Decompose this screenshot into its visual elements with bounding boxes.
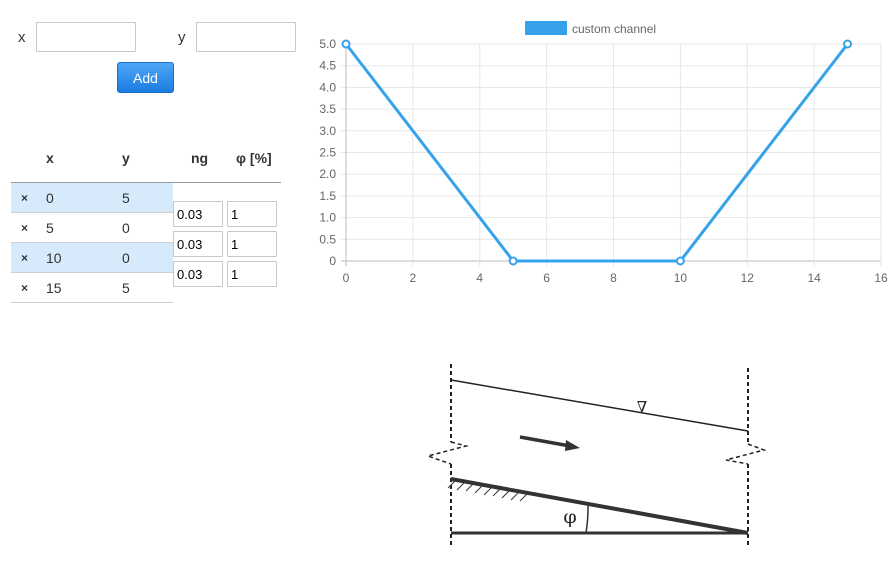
x-tick-label: 8 [610,271,617,285]
y-tick-label: 2.0 [319,167,336,181]
cell-y: 5 [122,190,130,206]
channel-bed-line [450,477,749,535]
x-tick-label: 4 [476,271,483,285]
y-label: y [178,29,186,46]
ng-input[interactable] [173,261,223,287]
flow-arrow-icon [565,440,580,451]
water-surface-line [450,379,749,432]
delete-row-icon[interactable]: × [21,281,29,295]
data-point[interactable] [843,39,853,49]
y-tick-label: 3.5 [319,102,336,116]
table-row[interactable]: × 10 0 [11,243,173,273]
cell-x: 15 [46,280,62,296]
table-row[interactable]: × 0 5 [11,183,173,213]
y-tick-label: 4.5 [319,59,336,73]
flow-arrow-line [519,435,571,448]
channel-profile-chart: 0 0.5 1.0 1.5 2.0 2.5 3.0 3.5 4.0 4.5 5.0 0 2 4 6 8 10 12… [319,21,888,285]
x-tick-label: 0 [343,271,350,285]
column-header-ng: ng [191,150,209,166]
y-tick-label: 3.0 [319,124,336,138]
ng-input[interactable] [173,201,223,227]
add-button[interactable]: Add [117,62,174,93]
column-header-x: x [46,150,54,166]
cell-x: 10 [46,250,62,266]
data-point[interactable] [675,256,685,266]
y-tick-label: 0 [329,254,336,268]
x-tick-label: 10 [674,271,688,285]
ng-input[interactable] [173,231,223,257]
phi-input[interactable] [227,231,277,257]
series-line [344,43,849,263]
x-tick-label: 6 [543,271,550,285]
y-input[interactable] [196,22,296,52]
y-tick-label: 1.5 [319,189,336,203]
y-tick-label: 2.5 [319,146,336,160]
y-tick-label: 1.0 [319,211,336,225]
cell-x: 0 [46,190,54,206]
table-row[interactable]: × 5 0 [11,213,173,243]
column-header-y: y [122,150,130,166]
x-tick-label: 12 [741,271,755,285]
x-label: x [18,29,26,46]
delete-row-icon[interactable]: × [21,191,29,205]
channel-slope-diagram: ∇ φ [425,364,767,548]
header-divider [11,182,281,183]
legend-swatch[interactable] [525,21,567,35]
delete-row-icon[interactable]: × [21,251,29,265]
cell-y: 0 [122,220,130,236]
legend-label[interactable]: custom channel [572,22,656,36]
y-tick-label: 0.5 [319,232,336,246]
cell-y: 5 [122,280,130,296]
phi-input[interactable] [227,261,277,287]
data-point[interactable] [508,256,518,266]
angle-symbol: φ [563,506,576,528]
left-break-mark [425,441,469,465]
bed-hatching [447,479,529,502]
y-tick-label: 5.0 [319,37,336,51]
cell-y: 0 [122,250,130,266]
phi-input[interactable] [227,201,277,227]
x-input[interactable] [36,22,136,52]
water-surface-symbol: ∇ [637,398,647,416]
y-tick-label: 4.0 [319,80,336,94]
right-break-mark [725,443,767,465]
column-header-phi: φ [%] [236,150,272,166]
x-tick-label: 14 [807,271,821,285]
x-tick-label: 2 [410,271,417,285]
x-tick-label: 16 [874,271,888,285]
data-point[interactable] [341,39,351,49]
cell-x: 5 [46,220,54,236]
delete-row-icon[interactable]: × [21,221,29,235]
table-row[interactable]: × 15 5 [11,273,173,303]
angle-arc [585,504,589,534]
